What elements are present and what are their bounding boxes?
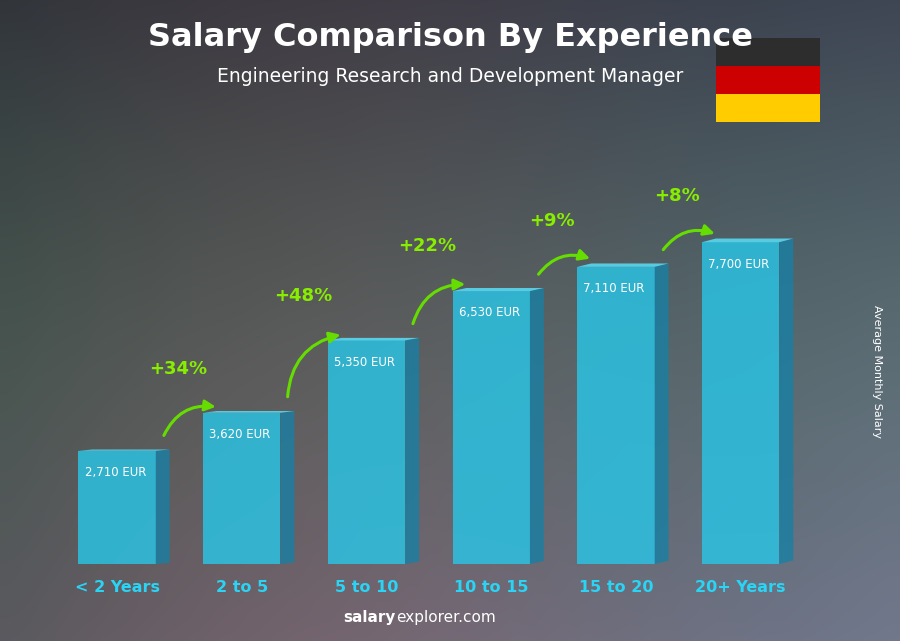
- Polygon shape: [530, 288, 544, 564]
- Text: 7,110 EUR: 7,110 EUR: [583, 282, 645, 296]
- Text: salary: salary: [344, 610, 396, 626]
- Text: explorer.com: explorer.com: [396, 610, 496, 626]
- Text: 3,620 EUR: 3,620 EUR: [210, 428, 271, 441]
- Polygon shape: [702, 242, 779, 564]
- Text: Salary Comparison By Experience: Salary Comparison By Experience: [148, 22, 752, 53]
- Polygon shape: [779, 238, 793, 564]
- Text: +34%: +34%: [149, 360, 207, 378]
- Text: 2,710 EUR: 2,710 EUR: [85, 466, 146, 479]
- Text: 7,700 EUR: 7,700 EUR: [708, 258, 770, 271]
- Bar: [716, 38, 820, 66]
- Bar: [716, 66, 820, 94]
- Text: +9%: +9%: [529, 212, 575, 230]
- Text: Average Monthly Salary: Average Monthly Salary: [872, 305, 883, 438]
- Polygon shape: [654, 263, 669, 564]
- Polygon shape: [203, 413, 281, 564]
- Text: 6,530 EUR: 6,530 EUR: [459, 306, 520, 319]
- Text: +22%: +22%: [399, 237, 456, 254]
- Polygon shape: [78, 449, 170, 451]
- Polygon shape: [702, 238, 793, 242]
- Polygon shape: [203, 411, 294, 413]
- Text: Engineering Research and Development Manager: Engineering Research and Development Man…: [217, 67, 683, 87]
- Polygon shape: [405, 338, 419, 564]
- Polygon shape: [328, 338, 419, 340]
- Polygon shape: [156, 449, 170, 564]
- Polygon shape: [328, 340, 405, 564]
- Polygon shape: [281, 411, 294, 564]
- Polygon shape: [78, 451, 156, 564]
- Bar: [716, 94, 820, 122]
- Text: +8%: +8%: [654, 187, 700, 205]
- Text: +48%: +48%: [274, 287, 332, 304]
- Polygon shape: [453, 288, 544, 291]
- Polygon shape: [577, 263, 669, 267]
- Text: 5,350 EUR: 5,350 EUR: [334, 356, 395, 369]
- Polygon shape: [577, 267, 654, 564]
- Polygon shape: [453, 291, 530, 564]
